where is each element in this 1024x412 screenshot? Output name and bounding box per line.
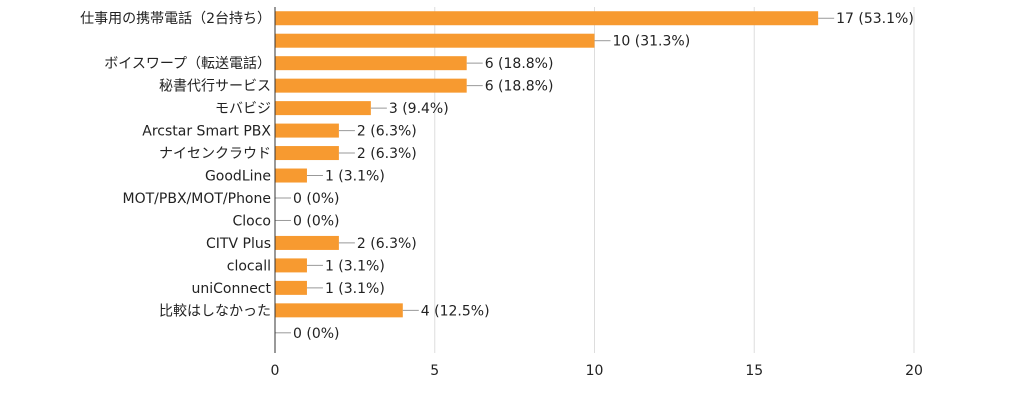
bar	[275, 123, 339, 138]
data-label: 3 (9.4%)	[389, 101, 449, 117]
bar	[275, 235, 339, 250]
data-label: 4 (12.5%)	[421, 303, 490, 319]
category-label: MOT/PBX/MOT/Phone	[123, 191, 271, 207]
category-label: ナイセンクラウド	[159, 146, 271, 162]
bar	[275, 168, 307, 183]
bar	[275, 11, 819, 26]
data-label: 0 (0%)	[293, 326, 340, 342]
category-label: モバビジ	[215, 101, 271, 117]
category-label: 秘書代行サービス	[159, 79, 271, 95]
category-label: Cloco	[233, 213, 272, 229]
category-label: ボイスワープ（転送電話）	[104, 55, 271, 72]
category-label: 比較はしなかった	[159, 303, 271, 319]
bar	[275, 280, 307, 295]
data-label: 1 (3.1%)	[325, 169, 385, 185]
bar	[275, 56, 467, 71]
category-label: CITV Plus	[206, 236, 271, 252]
x-tick-label: 10	[586, 363, 604, 379]
data-label: 1 (3.1%)	[325, 281, 385, 297]
data-label: 0 (0%)	[293, 213, 340, 229]
bar	[275, 146, 339, 161]
bar	[275, 78, 467, 93]
data-label: 0 (0%)	[293, 191, 340, 207]
category-label: 仕事用の携帯電話（2台持ち）	[80, 10, 271, 27]
bar	[275, 33, 595, 48]
bar	[275, 303, 403, 318]
bar	[275, 101, 371, 116]
category-label: uniConnect	[191, 281, 271, 297]
x-tick-label: 0	[271, 363, 280, 379]
category-label: clocall	[227, 258, 271, 274]
data-label: 6 (18.8%)	[485, 56, 554, 72]
data-label: 10 (31.3%)	[613, 34, 691, 50]
category-label: GoodLine	[205, 169, 271, 185]
data-label: 6 (18.8%)	[485, 79, 554, 95]
x-tick-label: 20	[905, 363, 923, 379]
data-label: 17 (53.1%)	[836, 11, 914, 27]
bar	[275, 258, 307, 273]
data-label: 2 (6.3%)	[357, 124, 417, 140]
data-label: 1 (3.1%)	[325, 258, 385, 274]
x-tick-label: 15	[745, 363, 763, 379]
data-label: 2 (6.3%)	[357, 146, 417, 162]
x-tick-label: 5	[430, 363, 439, 379]
data-label: 2 (6.3%)	[357, 236, 417, 252]
category-label: Arcstar Smart PBX	[142, 124, 271, 140]
